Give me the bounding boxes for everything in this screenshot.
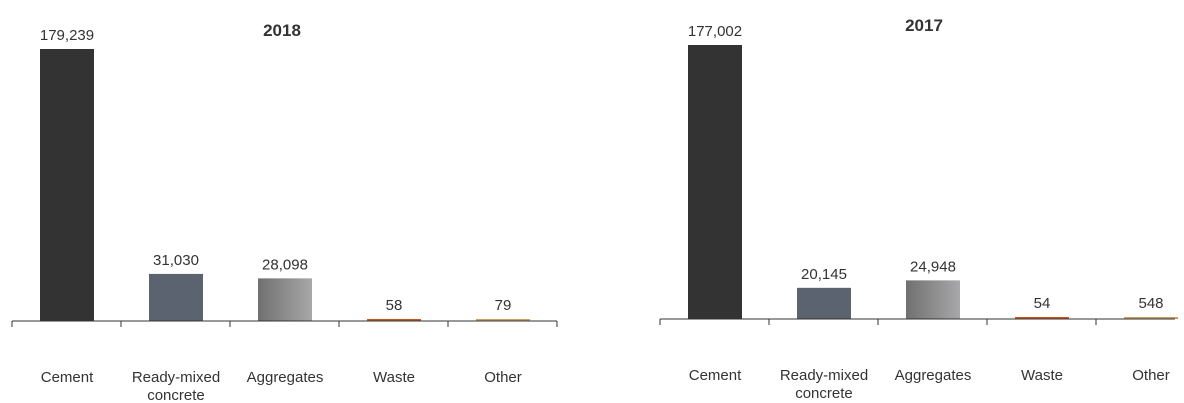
value-label-other: 548	[1138, 295, 1163, 312]
tick-label-aggregates: Aggregates	[895, 367, 972, 384]
value-label-cement: 179,239	[40, 27, 94, 44]
value-label-ready-mixed-concrete: 31,030	[153, 252, 199, 269]
chart-2018: 2018 179,239 Cement 31,030 Ready-mixedconcre…	[11, 21, 558, 403]
value-label-aggregates: 24,948	[910, 258, 956, 275]
bar-other	[1124, 317, 1178, 319]
chart-title: 2018	[263, 21, 301, 40]
tick-label-ready-mixed-concrete: Ready-mixed	[780, 367, 868, 384]
value-label-cement: 177,002	[688, 23, 742, 40]
tick-label-aggregates: Aggregates	[247, 369, 324, 386]
tick-label-ready-mixed-concrete: concrete	[147, 387, 205, 403]
tick-label-ready-mixed-concrete: Ready-mixed	[132, 369, 220, 386]
value-label-ready-mixed-concrete: 20,145	[801, 266, 847, 283]
bar-cement	[40, 49, 94, 321]
tick-label-waste: Waste	[1021, 367, 1063, 384]
bar-waste	[1015, 317, 1069, 319]
value-label-waste: 54	[1034, 295, 1051, 312]
bar-ready-mixed-concrete	[149, 273, 203, 321]
bar-other	[476, 319, 530, 321]
value-label-waste: 58	[386, 297, 403, 314]
bar-aggregates	[258, 278, 312, 321]
tick-label-cement: Cement	[41, 369, 94, 386]
bar-cement	[688, 45, 742, 319]
chart-title: 2017	[905, 16, 943, 35]
value-label-aggregates: 28,098	[262, 256, 308, 273]
tick-label-ready-mixed-concrete: concrete	[795, 385, 853, 402]
bar-waste	[367, 319, 421, 321]
bar-ready-mixed-concrete	[797, 287, 851, 319]
value-label-other: 79	[495, 297, 512, 314]
tick-label-waste: Waste	[373, 369, 415, 386]
tick-label-other: Other	[1132, 367, 1170, 384]
tick-label-cement: Cement	[689, 367, 742, 384]
chart-2017: 2017 177,002 Cement 20,145 Ready-mixedconcre…	[659, 16, 1178, 402]
bar-aggregates	[906, 280, 960, 319]
tick-label-other: Other	[484, 369, 522, 386]
